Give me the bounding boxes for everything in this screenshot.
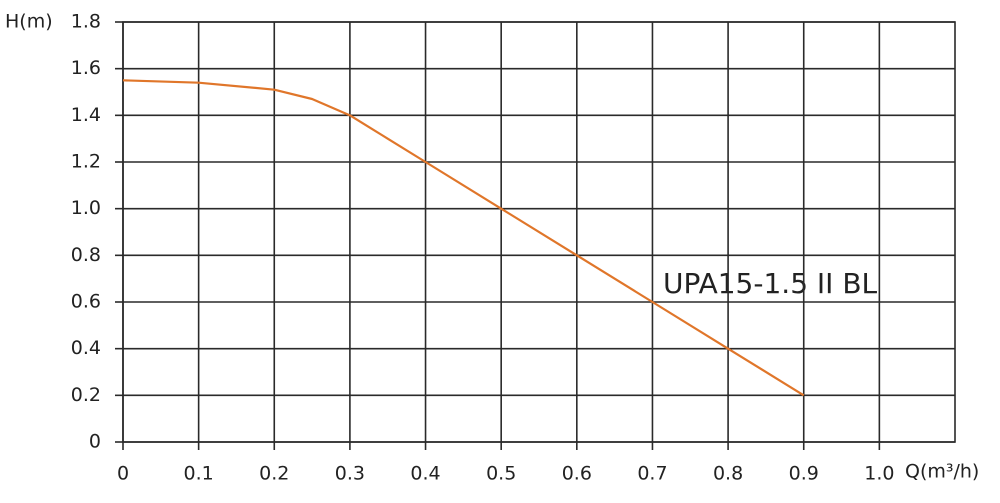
x-tick-label: 0.4 <box>410 463 440 485</box>
x-tick-label: 0.8 <box>713 463 743 485</box>
x-tick-label: 0.2 <box>259 463 289 485</box>
x-tick-label: 0.3 <box>335 463 365 485</box>
x-tick-label: 0 <box>117 463 129 485</box>
y-tick-label: 1.2 <box>71 151 101 173</box>
y-axis-label: H(m) <box>5 11 53 33</box>
y-tick-label: 1.0 <box>71 197 101 219</box>
x-tick-label: 0.5 <box>486 463 516 485</box>
y-tick-label: 1.6 <box>71 57 101 79</box>
y-tick-label: 1.8 <box>71 11 101 33</box>
x-axis-label: Q(m³/h) <box>905 461 979 483</box>
y-tick-label: 0.2 <box>71 384 101 406</box>
x-tick-label: 0.7 <box>637 463 667 485</box>
y-tick-label: 1.4 <box>71 104 101 126</box>
y-tick-label: 0.6 <box>71 291 101 313</box>
x-tick-label: 0.9 <box>789 463 819 485</box>
annotation: UPA15-1.5 II BL <box>663 267 878 300</box>
x-tick-label: 0.1 <box>184 463 214 485</box>
y-tick-label: 0 <box>89 431 101 453</box>
y-tick-label: 0.4 <box>71 337 101 359</box>
x-tick-label: 0.6 <box>562 463 592 485</box>
x-tick-label: 1.0 <box>864 463 894 485</box>
curve <box>122 79 805 397</box>
y-tick-label: 0.8 <box>71 244 101 266</box>
